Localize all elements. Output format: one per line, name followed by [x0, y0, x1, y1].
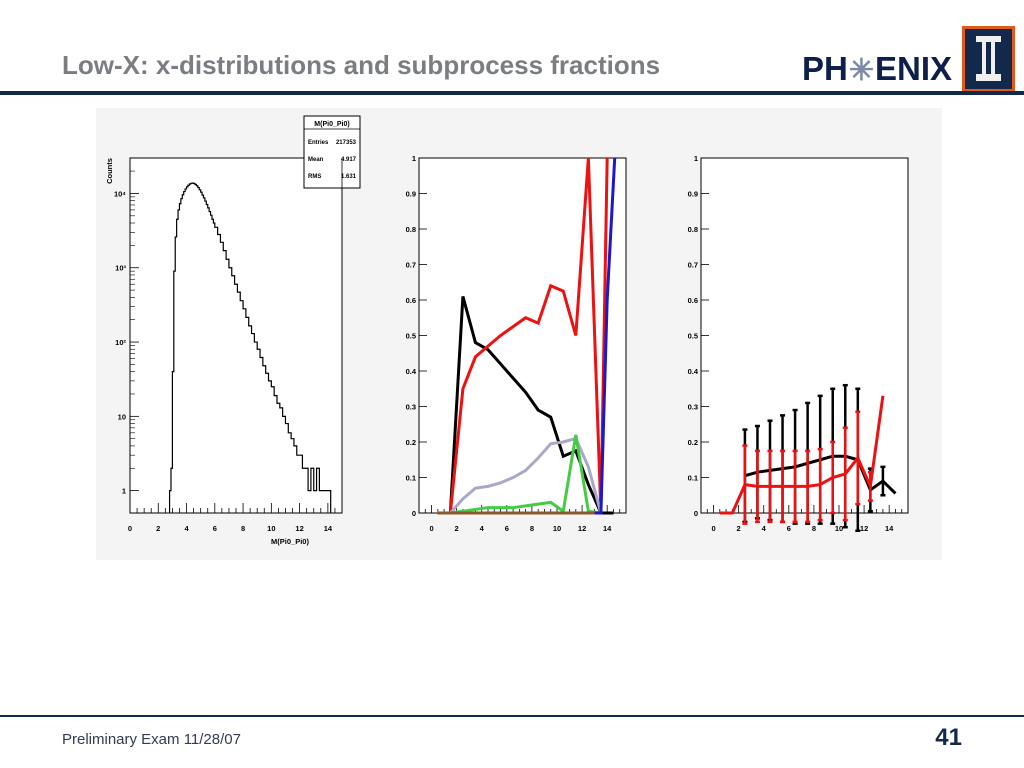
xdist-y-tick-label: 1 — [694, 154, 698, 163]
xdist-y-tick-label: 0.5 — [688, 332, 698, 341]
frac-y-tick-label: 0.7 — [406, 261, 416, 270]
hist-x-tick-label: 10 — [267, 524, 275, 533]
block-i-icon — [976, 36, 1001, 81]
frac-y-tick-label: 0.9 — [406, 190, 416, 199]
xdist-x-tick-label: 6 — [787, 524, 791, 533]
hist-x-tick-label: 4 — [184, 524, 189, 533]
stats-value: 217353 — [336, 140, 357, 146]
frac-y-tick-label: 1 — [412, 154, 416, 163]
university-block-i-logo — [962, 26, 1015, 92]
xdist-x-tick-label: 10 — [835, 524, 843, 533]
frac-y-tick-label: 0.5 — [406, 332, 416, 341]
frac-series-4 — [437, 434, 602, 515]
xdist-x-tick-label: 14 — [885, 524, 894, 533]
xdist-series-2 — [719, 395, 885, 515]
frac-x-tick-label: 8 — [530, 524, 534, 533]
frac-x-tick-label: 12 — [578, 524, 586, 533]
stats-label: RMS — [308, 174, 321, 180]
stats-title: M(Pi0_Pi0) — [314, 121, 349, 128]
frac-x-tick-label: 6 — [505, 524, 509, 533]
footer-text: Preliminary Exam 11/28/07 — [62, 731, 241, 748]
slide-title: Low-X: x-distributions and subprocess fr… — [62, 50, 661, 80]
xdist-y-tick-label: 0.1 — [688, 474, 698, 483]
hist-y-tick-label: 10 — [118, 412, 126, 421]
frac-x-tick-label: 2 — [455, 524, 459, 533]
xdist-y-tick-label: 0.2 — [688, 438, 698, 447]
stats-label: Mean — [308, 157, 324, 163]
frac-x-tick-label: 4 — [480, 524, 485, 533]
footer-rule — [0, 715, 1024, 717]
plots-panel: 0 2 4 6 8 10 12 14 1 10 10² 10³ 10⁴ M(Pi0_Pi0) Counts M… — [96, 108, 942, 560]
stats-value: 4.917 — [341, 157, 357, 163]
page-number: 41 — [935, 724, 962, 751]
hist-y-axis-label: Counts — [105, 158, 114, 184]
frac-y-tick-label: 0.2 — [406, 438, 416, 447]
logo-text-left: PH — [802, 50, 848, 87]
hist-x-tick-label: 0 — [128, 524, 132, 533]
hist-series — [168, 182, 332, 513]
phenix-logo: PH✳ENIX — [802, 50, 952, 88]
hist-y-tick-label: 10⁴ — [114, 189, 126, 198]
frac-x-tick-label: 0 — [429, 524, 433, 533]
xdist-y-tick-label: 0.6 — [688, 296, 698, 305]
hist-x-tick-label: 8 — [241, 524, 245, 533]
logo-star-icon: ✳ — [848, 54, 874, 87]
stats-label: Entries — [308, 140, 329, 146]
xdist-y-tick-label: 0.7 — [688, 261, 698, 270]
xdist-y-tick-label: 0.4 — [688, 367, 699, 376]
frac-y-tick-label: 0.1 — [406, 474, 416, 483]
hist-x-tick-label: 14 — [324, 524, 333, 533]
xdist-x-tick-label: 12 — [860, 524, 868, 533]
frac-y-tick-label: 0.4 — [406, 367, 417, 376]
xdist-x-tick-label: 2 — [737, 524, 741, 533]
logo-text-right: ENIX — [874, 50, 953, 87]
xdist-y-tick-label: 0.8 — [688, 225, 698, 234]
hist-y-tick-label: 1 — [122, 487, 126, 496]
xdist-x-tick-label: 8 — [812, 524, 816, 533]
frac-x-tick-label: 10 — [553, 524, 561, 533]
hist-x-tick-label: 2 — [156, 524, 160, 533]
xdist-frame — [700, 157, 909, 514]
hist-frame — [129, 157, 343, 514]
frac-y-tick-label: 0 — [412, 509, 416, 518]
header-rule — [0, 91, 1024, 95]
xdist-x-tick-label: 4 — [762, 524, 767, 533]
frac-y-tick-label: 0.3 — [406, 403, 416, 412]
frac-y-tick-label: 0.6 — [406, 296, 416, 305]
hist-x-axis-label: M(Pi0_Pi0) — [271, 537, 309, 546]
frac-series-2 — [437, 157, 609, 515]
stats-value: 1.631 — [341, 174, 357, 180]
hist-x-tick-label: 6 — [213, 524, 217, 533]
hist-x-tick-label: 12 — [295, 524, 303, 533]
xdist-y-tick-label: 0.9 — [688, 190, 698, 199]
xdist-y-tick-label: 0 — [694, 509, 698, 518]
frac-y-tick-label: 0.8 — [406, 225, 416, 234]
hist-y-tick-label: 10² — [115, 338, 126, 347]
xdist-x-tick-label: 0 — [711, 524, 715, 533]
stats-box — [303, 115, 361, 189]
frac-series-1 — [437, 296, 614, 515]
hist-y-tick-label: 10³ — [115, 264, 126, 273]
plots-svg: 0 2 4 6 8 10 12 1411010²10³10⁴M(Pi0_Pi0)CountsM… — [105, 115, 909, 546]
frac-x-tick-label: 14 — [603, 524, 612, 533]
xdist-y-tick-label: 0.3 — [688, 403, 698, 412]
